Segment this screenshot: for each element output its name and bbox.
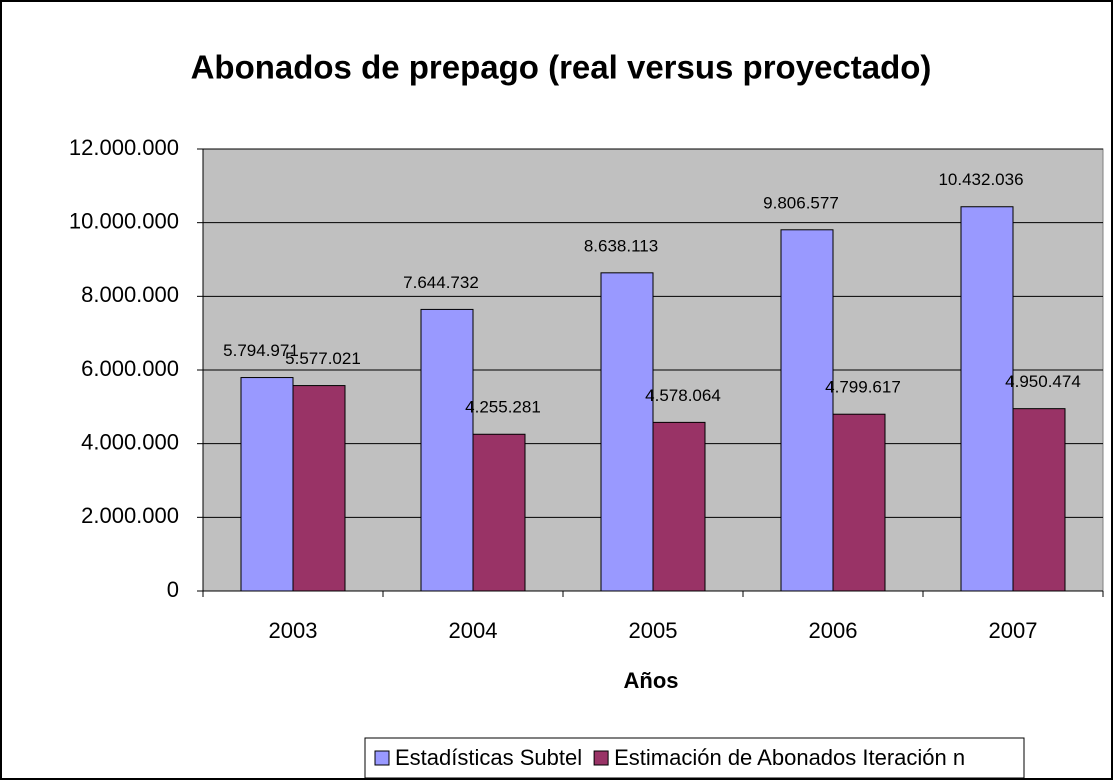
x-tick-label: 2007 xyxy=(989,618,1038,643)
bar xyxy=(832,413,886,592)
bar xyxy=(240,377,294,592)
y-tick-label: 8.000.000 xyxy=(81,282,179,307)
value-label: 4.255.281 xyxy=(465,398,541,417)
bar xyxy=(420,308,474,592)
y-tick-label: 10.000.000 xyxy=(69,208,179,233)
legend-swatch xyxy=(593,750,609,766)
x-tick-label: 2005 xyxy=(629,618,678,643)
value-label: 7.644.732 xyxy=(403,273,479,292)
bar xyxy=(472,433,526,592)
value-label: 10.432.036 xyxy=(938,170,1023,189)
bar xyxy=(600,272,654,592)
chart-title: Abonados de prepago (real versus proyect… xyxy=(191,49,932,86)
bar xyxy=(652,421,706,592)
value-label: 4.950.474 xyxy=(1005,372,1081,391)
x-axis-title: Años xyxy=(624,668,679,693)
bar xyxy=(1012,408,1066,592)
x-tick-label: 2003 xyxy=(269,618,318,643)
bar xyxy=(780,229,834,592)
value-label: 5.577.021 xyxy=(285,349,361,368)
y-tick-label: 2.000.000 xyxy=(81,503,179,528)
legend-box xyxy=(364,737,1025,779)
y-tick-label: 4.000.000 xyxy=(81,429,179,454)
x-tick-label: 2006 xyxy=(809,618,858,643)
value-label: 8.638.113 xyxy=(584,236,658,255)
legend-label: Estimación de Abonados Iteración n xyxy=(614,745,965,770)
legend-swatch xyxy=(374,750,390,766)
value-label: 4.799.617 xyxy=(825,378,901,397)
x-tick-label: 2004 xyxy=(449,618,498,643)
y-tick-label: 12.000.000 xyxy=(69,135,179,160)
bar xyxy=(292,385,346,592)
y-tick-label: 6.000.000 xyxy=(81,356,179,381)
y-tick-label: 0 xyxy=(167,577,179,602)
value-label: 9.806.577 xyxy=(763,193,839,212)
bar xyxy=(960,206,1014,592)
legend-label: Estadísticas Subtel xyxy=(395,745,582,770)
value-label: 4.578.064 xyxy=(645,386,721,405)
value-label: 5.794.971 xyxy=(223,341,299,360)
